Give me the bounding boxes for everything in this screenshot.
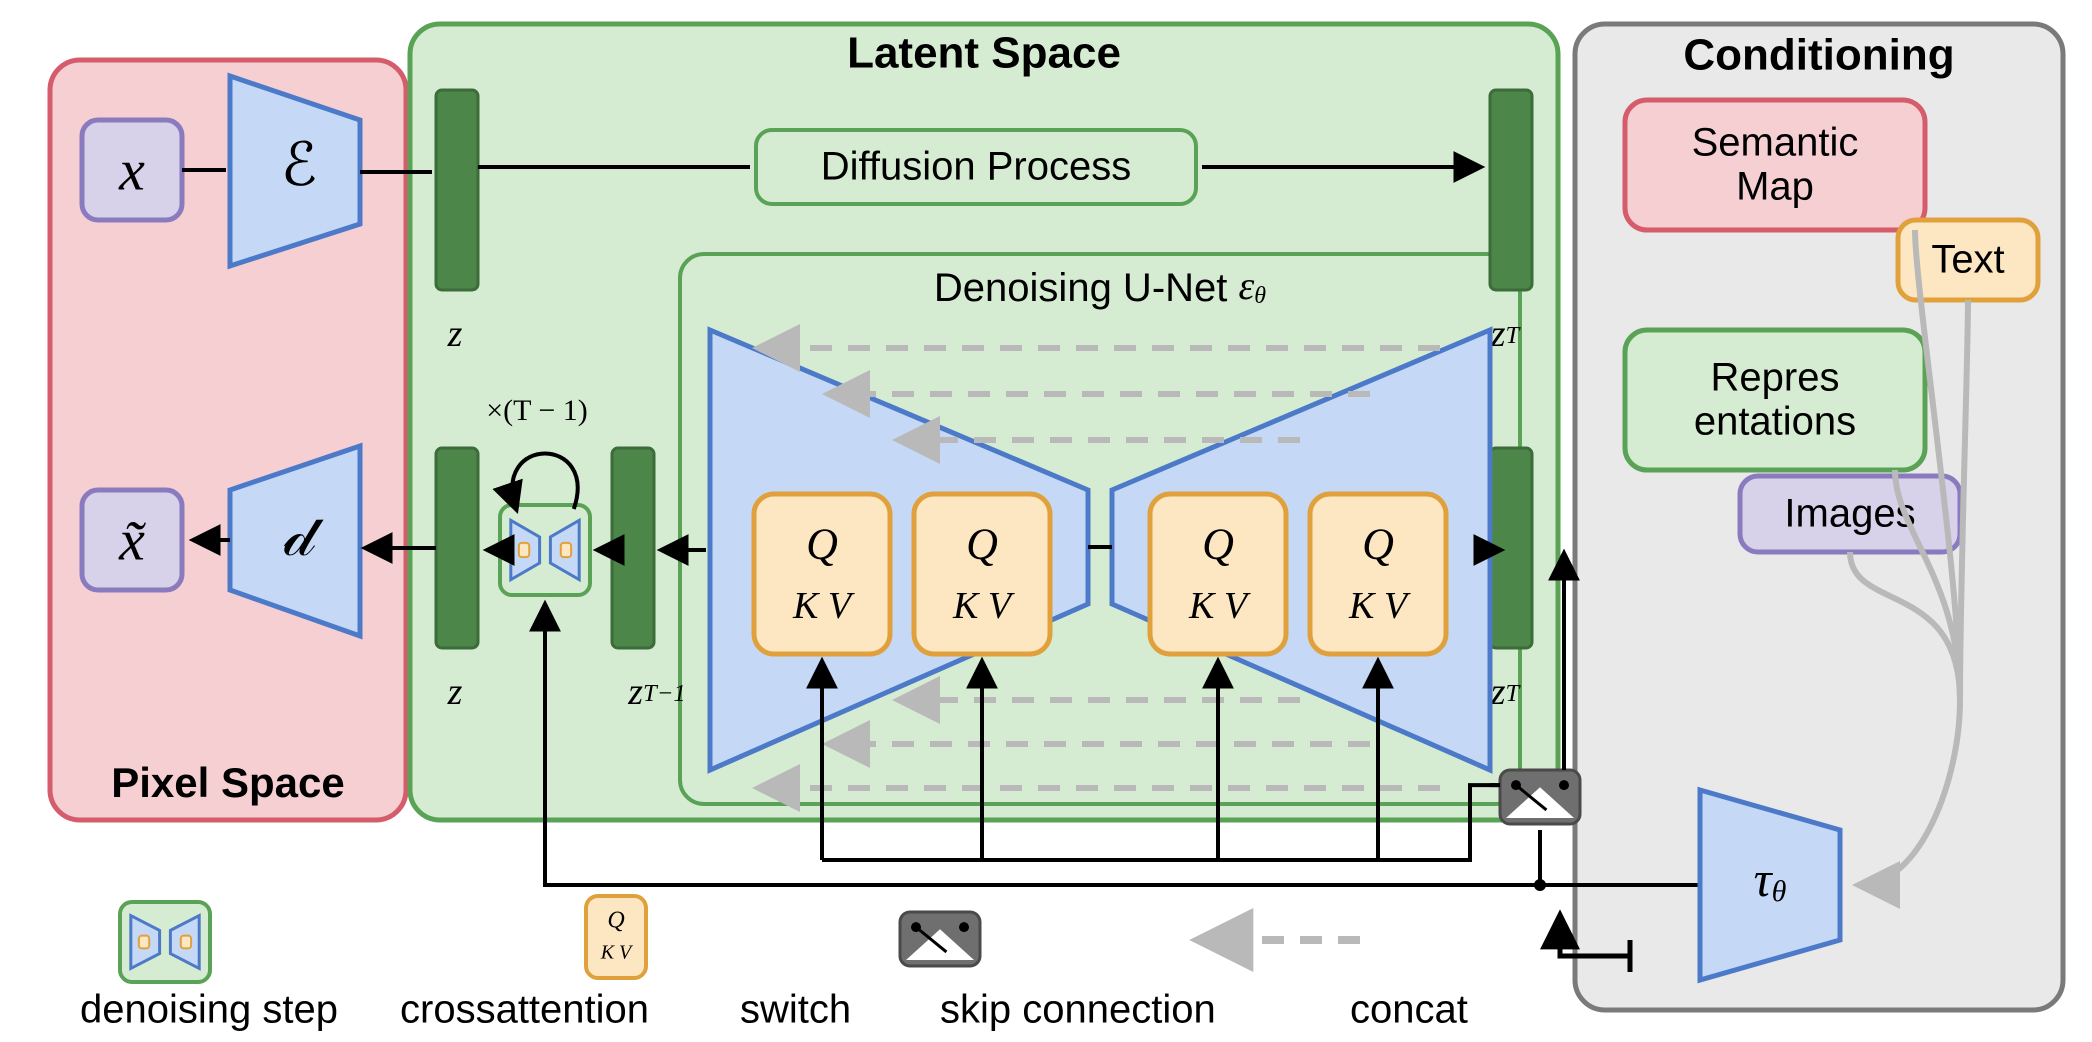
legend-label-concat: concat bbox=[1350, 988, 1468, 1032]
denoise-loop-label: ×(T − 1) bbox=[486, 394, 588, 427]
attention-KV-2: K V bbox=[1188, 585, 1251, 627]
attention-block-0 bbox=[754, 494, 890, 654]
attention-KV-3: K V bbox=[1348, 585, 1411, 627]
attention-block-3 bbox=[1310, 494, 1446, 654]
x-input-label: x bbox=[118, 137, 145, 202]
cond-text-label: Text bbox=[1931, 238, 2004, 282]
latent-zTm1 bbox=[612, 448, 654, 648]
cond-representations-label2: entations bbox=[1694, 400, 1856, 444]
diffusion-process-label: Diffusion Process bbox=[821, 145, 1132, 189]
unet-title: Denoising U-Net εθ bbox=[934, 263, 1266, 309]
cond-representations-label1: Repres bbox=[1711, 356, 1840, 400]
cond-semantic-map-label1: Semantic bbox=[1692, 121, 1859, 165]
switch-icon bbox=[1500, 770, 1580, 824]
legend-label-attn: crossattention bbox=[400, 988, 649, 1032]
diagram-root: Pixel Space Latent Space Conditioning Denoi… bbox=[0, 0, 2092, 1042]
attention-Q-0: Q bbox=[806, 519, 838, 568]
concat-junction-dot bbox=[1534, 879, 1546, 891]
attention-KV-1: K V bbox=[952, 585, 1015, 627]
latent-z-top-label: z bbox=[447, 313, 463, 355]
conditioning-title: Conditioning bbox=[1683, 31, 1954, 80]
latent-z-bottom-label: z bbox=[447, 671, 463, 713]
svg-text:Q: Q bbox=[607, 908, 624, 934]
pixel-space-title: Pixel Space bbox=[111, 759, 344, 806]
attention-block-1 bbox=[914, 494, 1050, 654]
latent-zT-top bbox=[1490, 90, 1532, 290]
attention-block-2 bbox=[1150, 494, 1286, 654]
attention-Q-2: Q bbox=[1202, 519, 1234, 568]
encoder-label: ℰ bbox=[281, 132, 317, 198]
cond-images-label: Images bbox=[1784, 492, 1915, 536]
attention-Q-3: Q bbox=[1362, 519, 1394, 568]
denoise-step-icon bbox=[500, 505, 590, 595]
legend-switch-icon bbox=[900, 912, 980, 966]
attention-KV-0: K V bbox=[792, 585, 855, 627]
attention-Q-1: Q bbox=[966, 519, 998, 568]
latent-space-title: Latent Space bbox=[847, 29, 1121, 78]
x-output-label: x̃ bbox=[118, 507, 146, 572]
cond-semantic-map-label2: Map bbox=[1736, 165, 1814, 209]
latent-z-bottom bbox=[436, 448, 478, 648]
latent-z-top bbox=[436, 90, 478, 290]
legend-label-denoise: denoising step bbox=[80, 988, 338, 1032]
legend-label-skip: skip connection bbox=[940, 988, 1216, 1032]
legend-denoise-icon bbox=[120, 902, 210, 982]
svg-text:K V: K V bbox=[600, 942, 634, 964]
legend-label-switch: switch bbox=[740, 988, 851, 1032]
